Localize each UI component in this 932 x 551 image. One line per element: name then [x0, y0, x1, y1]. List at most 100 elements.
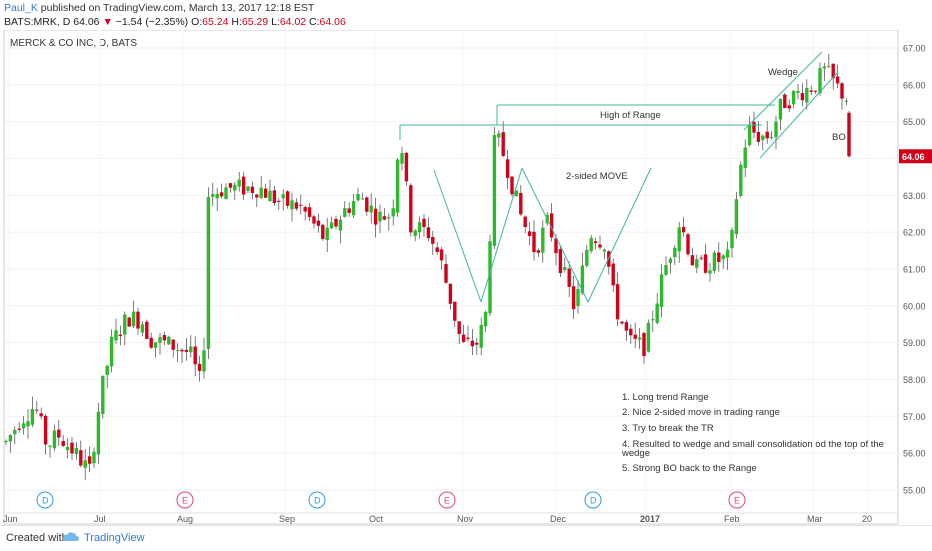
- candle-up: [708, 270, 712, 274]
- candle-up: [105, 365, 109, 375]
- candle-down: [162, 335, 167, 341]
- candle-down: [382, 216, 387, 220]
- candle-up: [224, 187, 228, 200]
- candle-up: [343, 208, 347, 217]
- created-with-text: Created with: [6, 532, 68, 544]
- candle-down: [255, 194, 259, 198]
- candle-down: [250, 186, 255, 194]
- candle-down: [505, 159, 510, 178]
- candle-up: [114, 330, 118, 341]
- candle-down: [321, 224, 325, 239]
- publish-line: Paul_K published on TradingView.com, Mar…: [4, 2, 314, 14]
- candle-down: [536, 250, 541, 253]
- candle-down: [145, 321, 149, 339]
- candle-down: [470, 340, 475, 347]
- y-tick-label: 63.00: [903, 191, 926, 201]
- candle-down: [307, 207, 312, 217]
- y-tick-label: 58.00: [903, 375, 926, 385]
- candle-up: [734, 199, 739, 235]
- cloud-icon: [62, 532, 79, 541]
- candle-up: [791, 90, 796, 105]
- candle-down: [61, 440, 65, 446]
- open-label: O:: [191, 16, 203, 28]
- x-tick-label: Sep: [279, 514, 295, 524]
- candle-up: [664, 265, 668, 275]
- two-sided-move-label: 2-sided MOVE: [566, 171, 628, 182]
- candle-up: [646, 322, 651, 352]
- candle-up: [712, 252, 717, 271]
- candle-up: [497, 133, 501, 138]
- candle-down: [409, 185, 413, 233]
- candle-up: [4, 440, 8, 443]
- candle-up: [602, 249, 607, 252]
- author-link[interactable]: Paul_K: [4, 2, 38, 14]
- candle-down: [180, 349, 184, 352]
- candle-down: [800, 93, 805, 101]
- candle-down: [523, 216, 527, 228]
- candle-down: [373, 208, 378, 225]
- candle-down: [717, 252, 721, 262]
- candle-down: [835, 76, 840, 84]
- y-tick-label: 56.00: [903, 449, 926, 459]
- candle-up: [747, 125, 752, 146]
- candle-up: [563, 267, 567, 270]
- candle-down: [448, 283, 453, 304]
- candle-up: [822, 66, 827, 69]
- candle-down: [681, 226, 686, 233]
- last-price: 64.06: [73, 16, 100, 28]
- candle-up: [26, 421, 30, 427]
- candle-down: [629, 328, 633, 336]
- candle-down: [316, 220, 321, 226]
- candle-down: [193, 346, 197, 365]
- price-chart[interactable]: MERCK & CO INC, D, BATS 55.00 56.00 57.00 5…: [0, 29, 932, 525]
- chart-area[interactable]: MERCK & CO INC, D, BATS 55.00 56.00 57.00 5…: [0, 29, 932, 525]
- last-price-tag: [899, 149, 932, 164]
- candle-down: [567, 268, 571, 287]
- candle-down: [272, 190, 277, 204]
- candle-up: [74, 447, 79, 454]
- v-line: [521, 167, 589, 303]
- dividend-marker: [308, 491, 326, 509]
- candle-up: [30, 408, 35, 425]
- tradingview-link[interactable]: TradingView: [84, 532, 145, 544]
- candle-down: [312, 216, 316, 224]
- candle-up: [417, 222, 422, 233]
- low-label: L:: [271, 16, 280, 28]
- v-line: [587, 167, 652, 303]
- candle-down: [285, 191, 290, 206]
- candle-up: [246, 186, 250, 191]
- candle-up: [237, 179, 241, 187]
- candle-down: [453, 301, 457, 321]
- chart-title: MERCK & CO INC, D, BATS: [10, 38, 137, 49]
- candle-down: [334, 218, 338, 227]
- wedge-label: Wedge: [768, 67, 798, 78]
- candle-down: [532, 231, 536, 253]
- v-line: [480, 167, 523, 303]
- candle-down: [263, 188, 268, 198]
- candle-down: [554, 238, 558, 254]
- candle-up: [83, 460, 87, 468]
- candle-down: [620, 321, 624, 324]
- change-value: −1.54 (−2.35%): [115, 16, 189, 28]
- candle-down: [466, 337, 470, 339]
- candle-down: [624, 322, 629, 331]
- candle-up: [796, 91, 800, 93]
- dividend-marker: [584, 491, 602, 509]
- y-tick-label: 57.00: [903, 412, 926, 422]
- x-tick-label: Oct: [369, 514, 384, 524]
- candle-up: [585, 249, 589, 266]
- candle-down: [404, 152, 409, 182]
- candle-up: [259, 187, 263, 198]
- candle-up: [48, 445, 52, 447]
- x-tick-label: Feb: [724, 514, 740, 524]
- candle-up: [637, 337, 642, 340]
- quote-line: BATS:MRK, D 64.06 ▼ −1.54 (−2.35%) O:65.…: [4, 16, 346, 28]
- high-label: H:: [231, 16, 242, 28]
- event-label: D: [42, 496, 49, 506]
- candle-up: [109, 336, 114, 367]
- candle-down: [347, 208, 351, 213]
- candle-down: [457, 321, 461, 334]
- chart-pane: [3, 29, 899, 525]
- candle-down: [35, 409, 39, 411]
- note-line: 4. Resulted to wedge and small consolida…: [622, 439, 884, 450]
